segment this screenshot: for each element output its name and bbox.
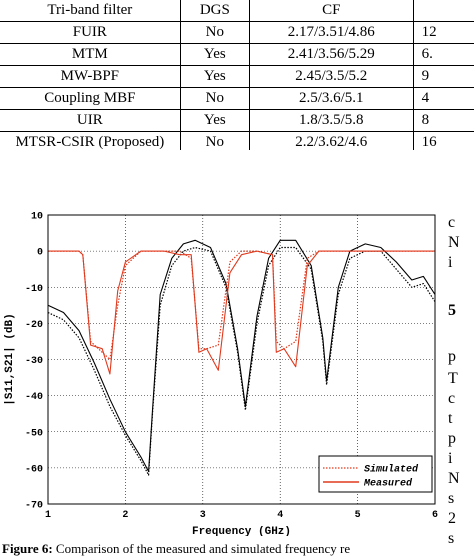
y-axis-label: |S11,S21| (dB) — [4, 313, 16, 405]
table-header: DGS — [180, 0, 250, 22]
table-cell: MW-BPF — [0, 65, 181, 88]
right-column-char: T — [448, 370, 458, 387]
table-header: CF — [249, 0, 414, 22]
y-tick-label: -10 — [25, 284, 43, 295]
table-cell: No — [180, 131, 250, 150]
x-tick-label: 5 — [355, 510, 361, 521]
table-cell: 9 — [413, 65, 474, 88]
chart-tick-labels: 1 2 3 4 5 6 10 0 -10 -20 -30 -40 -50 -60 -70 — [25, 212, 438, 522]
table-row: MTSR-CSIR (Proposed) No 2.2/3.62/4.6 16 — [0, 131, 474, 150]
table-cell: 6. — [413, 43, 474, 66]
table-cell: Yes — [180, 43, 250, 66]
table-row: Coupling MBF No 2.5/3.6/5.1 4 — [0, 87, 474, 110]
figure-caption: Figure 6: Comparison of the measured and… — [2, 541, 350, 557]
table-cell: 2.17/3.51/4.86 — [249, 21, 414, 44]
table-cell: 2.41/3.56/5.29 — [249, 43, 414, 66]
y-tick-label: -40 — [25, 392, 43, 403]
right-column-char: i — [448, 450, 453, 467]
table-cell: 4 — [413, 87, 474, 110]
legend-box — [318, 455, 433, 493]
x-tick-label: 1 — [45, 510, 51, 521]
table-cell: Coupling MBF — [0, 87, 181, 110]
s-parameter-chart: 1 2 3 4 5 6 10 0 -10 -20 -30 -40 -50 -60 -70 Frequency… — [4, 212, 438, 537]
right-column-char: s — [448, 530, 455, 547]
plot-frame — [47, 214, 436, 505]
x-tick-label: 4 — [277, 510, 283, 521]
table-cell: No — [180, 87, 250, 110]
right-column-char: 2 — [448, 510, 456, 527]
table-header-row: Tri-band filter DGS CF — [0, 0, 474, 22]
right-column-char: N — [448, 470, 460, 487]
legend-label-measured: Measured — [363, 478, 413, 490]
table-cell: 2.5/3.6/5.1 — [249, 87, 414, 110]
series-s11-measured — [47, 239, 436, 473]
x-tick-label: 3 — [200, 510, 206, 521]
right-column-char: s — [448, 490, 455, 507]
table-cell: No — [180, 21, 250, 44]
y-tick-label: -60 — [25, 464, 43, 475]
x-tick-label: 2 — [122, 510, 128, 521]
table-cell: FUIR — [0, 21, 181, 44]
y-tick-label: -20 — [25, 320, 43, 331]
comparison-table: Tri-band filter DGS CF FUIR No 2.17/3.51… — [0, 0, 474, 150]
y-tick-label: -70 — [25, 501, 43, 512]
y-tick-label: -30 — [25, 356, 43, 367]
chart-legend: Simulated Measured — [318, 455, 433, 493]
figure-caption-label: Figure 6: — [2, 541, 53, 556]
table-header: Tri-band filter — [0, 0, 181, 22]
table-cell: 12 — [413, 21, 474, 44]
y-tick-label: 0 — [37, 248, 43, 259]
table-cell: 2.2/3.62/4.6 — [249, 131, 414, 150]
y-tick-label: -50 — [25, 428, 43, 439]
table-row: FUIR No 2.17/3.51/4.86 12 — [0, 21, 474, 44]
table-cell: Yes — [180, 109, 250, 132]
right-column-char: N — [448, 234, 460, 251]
right-column-char: t — [448, 410, 453, 427]
right-column-char: i — [448, 254, 453, 271]
legend-label-simulated: Simulated — [364, 464, 419, 476]
series-s11-simulated — [47, 246, 436, 476]
table-cell: Yes — [180, 65, 250, 88]
right-column-char: c — [448, 390, 456, 407]
right-column-char: p — [448, 348, 456, 365]
table-cell: 1.8/3.5/5.8 — [249, 109, 414, 132]
table-row: MTM Yes 2.41/3.56/5.29 6. — [0, 43, 474, 66]
table-cell: UIR — [0, 109, 181, 132]
figure-caption-text: Comparison of the measured and simulated… — [52, 541, 351, 556]
right-column-char: 5 — [448, 302, 456, 319]
right-column-char: p — [448, 430, 456, 447]
table-cell: MTSR-CSIR (Proposed) — [0, 131, 181, 150]
table-cell: MTM — [0, 43, 181, 66]
y-tick-label: 10 — [31, 212, 43, 223]
series-s21-measured — [48, 250, 435, 375]
comparison-table-wrapper: Tri-band filter DGS CF FUIR No 2.17/3.51… — [0, 0, 474, 150]
table-cell: 8 — [413, 109, 474, 132]
right-column-char: c — [448, 214, 456, 231]
table-cell: 2.45/3.5/5.2 — [249, 65, 414, 88]
table-row: UIR Yes 1.8/3.5/5.8 8 — [0, 109, 474, 132]
x-tick-label: 6 — [432, 510, 438, 521]
series-s21-simulated — [48, 250, 435, 361]
x-axis-label: Frequency (GHz) — [192, 526, 291, 536]
table-header — [413, 0, 474, 22]
table-cell: 16 — [413, 131, 474, 150]
chart-series-group — [47, 239, 436, 476]
table-row: MW-BPF Yes 2.45/3.5/5.2 9 — [0, 65, 474, 88]
